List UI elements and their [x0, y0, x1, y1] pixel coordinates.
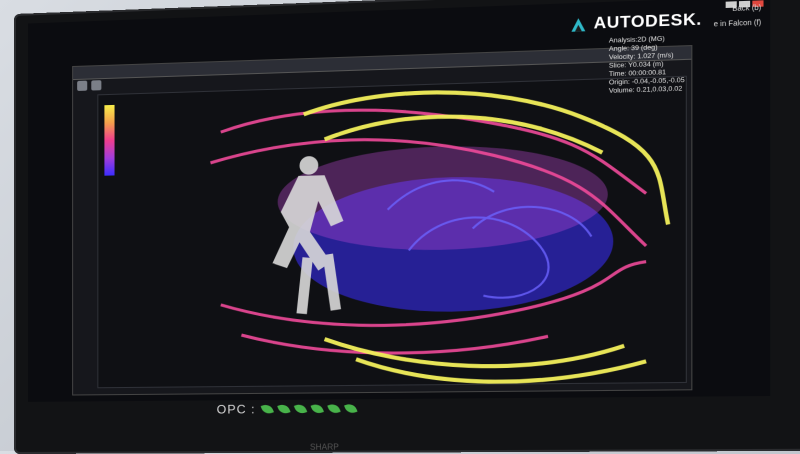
simulation-viewport[interactable] [97, 76, 687, 389]
window-titlebar [73, 46, 691, 80]
autodesk-logo-icon [570, 16, 587, 33]
monitor: Back (b) e in Falcon (f) AUTODESK. Analy… [14, 0, 800, 454]
opc-label: OPC : [217, 402, 256, 417]
simulation-stats: Analysis:2D (MG) Angle: 39 (deg) Velocit… [609, 35, 685, 96]
autodesk-logo-text: AUTODESK. [594, 11, 702, 34]
flow-visualization [98, 77, 685, 387]
menu-back[interactable]: Back (b) [732, 5, 761, 13]
eco-leaf-icon [344, 402, 357, 415]
eco-leaf-icon [294, 402, 307, 415]
color-legend [104, 104, 134, 183]
app-window [72, 45, 692, 396]
autodesk-logo: AUTODESK. [570, 11, 702, 35]
monitor-bezel-controls: OPC : [217, 401, 356, 416]
legend-color-bar [104, 105, 114, 176]
eco-leaf-icon [310, 402, 323, 415]
menu-falcon[interactable]: e in Falcon (f) [714, 19, 762, 28]
toolbar [77, 80, 101, 95]
eco-leaf-icon [277, 402, 290, 415]
eco-leaf-icon [327, 402, 340, 415]
camera-icon[interactable] [77, 81, 87, 91]
eco-leaf-icon [260, 403, 273, 416]
tool-icon[interactable] [91, 80, 101, 90]
monitor-brand: SHARP [310, 442, 339, 451]
monitor-screen: Back (b) e in Falcon (f) AUTODESK. Analy… [28, 0, 770, 402]
